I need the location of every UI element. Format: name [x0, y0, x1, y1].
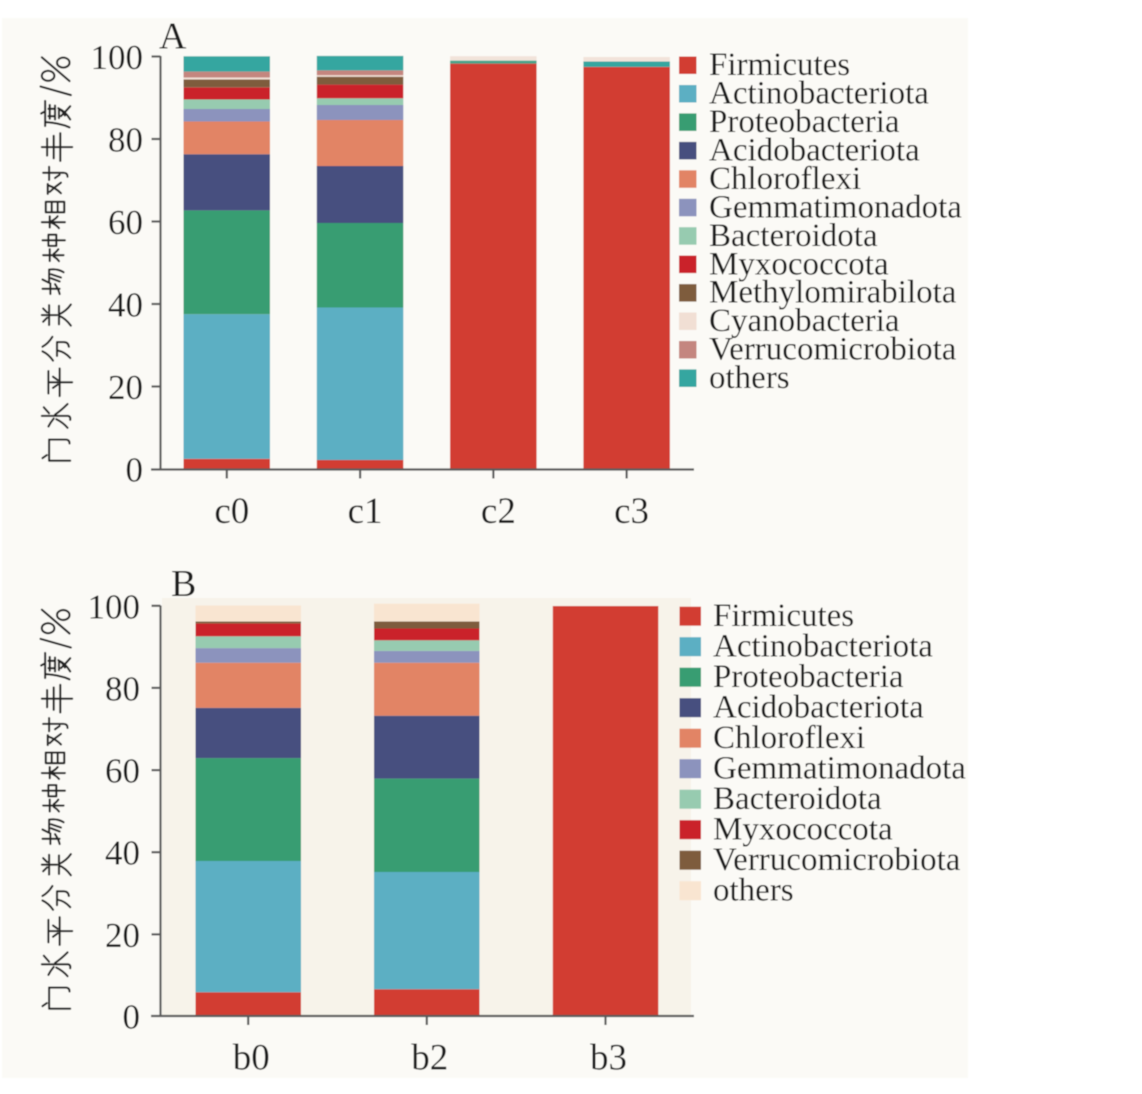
svg-text:Bacteroidota: Bacteroidota: [713, 781, 882, 817]
svg-text:100: 100: [88, 587, 141, 626]
svg-text:c3: c3: [614, 491, 649, 532]
svg-text:0: 0: [126, 451, 144, 490]
svg-text:b3: b3: [590, 1038, 627, 1079]
svg-text:60: 60: [108, 203, 143, 242]
svg-text:Verrucomicrobiota: Verrucomicrobiota: [709, 332, 957, 368]
svg-text:Chloroflexi: Chloroflexi: [713, 720, 865, 756]
svg-text:Proteobacteria: Proteobacteria: [709, 104, 900, 140]
svg-text:Firmicutes: Firmicutes: [709, 47, 850, 83]
svg-text:Gemmatimonadota: Gemmatimonadota: [709, 189, 962, 225]
svg-text:Bacteroidota: Bacteroidota: [709, 218, 878, 254]
svg-text:80: 80: [105, 669, 140, 708]
svg-text:20: 20: [108, 368, 143, 407]
svg-text:40: 40: [108, 286, 143, 325]
svg-text:80: 80: [108, 121, 143, 160]
svg-text:b2: b2: [411, 1038, 448, 1079]
svg-text:c2: c2: [481, 491, 516, 532]
svg-text:40: 40: [105, 834, 140, 873]
svg-text:A: A: [159, 16, 187, 58]
svg-text:Actinobacteriota: Actinobacteriota: [709, 76, 929, 112]
svg-text:Proteobacteria: Proteobacteria: [713, 659, 904, 695]
svg-text:Acidobacteriota: Acidobacteriota: [713, 690, 924, 726]
svg-text:Myxococcota: Myxococcota: [709, 246, 889, 282]
svg-text:20: 20: [105, 916, 140, 955]
svg-text:others: others: [709, 360, 790, 396]
svg-text:Methylomirabilota: Methylomirabilota: [709, 275, 957, 311]
svg-text:others: others: [713, 873, 794, 909]
svg-text:Gemmatimonadota: Gemmatimonadota: [713, 751, 966, 787]
svg-text:b0: b0: [233, 1038, 270, 1079]
svg-text:Firmicutes: Firmicutes: [713, 598, 854, 634]
svg-text:B: B: [171, 563, 196, 605]
svg-text:Actinobacteriota: Actinobacteriota: [713, 629, 933, 665]
svg-text:Verrucomicrobiota: Verrucomicrobiota: [713, 842, 961, 878]
svg-text:Cyanobacteria: Cyanobacteria: [709, 303, 900, 339]
svg-text:0: 0: [123, 998, 141, 1037]
svg-text:c0: c0: [214, 491, 249, 532]
svg-text:Acidobacteriota: Acidobacteriota: [709, 133, 920, 169]
svg-text:c1: c1: [348, 491, 383, 532]
svg-text:60: 60: [105, 752, 140, 791]
svg-text:Chloroflexi: Chloroflexi: [709, 161, 861, 197]
svg-text:Myxococcota: Myxococcota: [713, 812, 893, 848]
svg-text:100: 100: [91, 38, 144, 77]
